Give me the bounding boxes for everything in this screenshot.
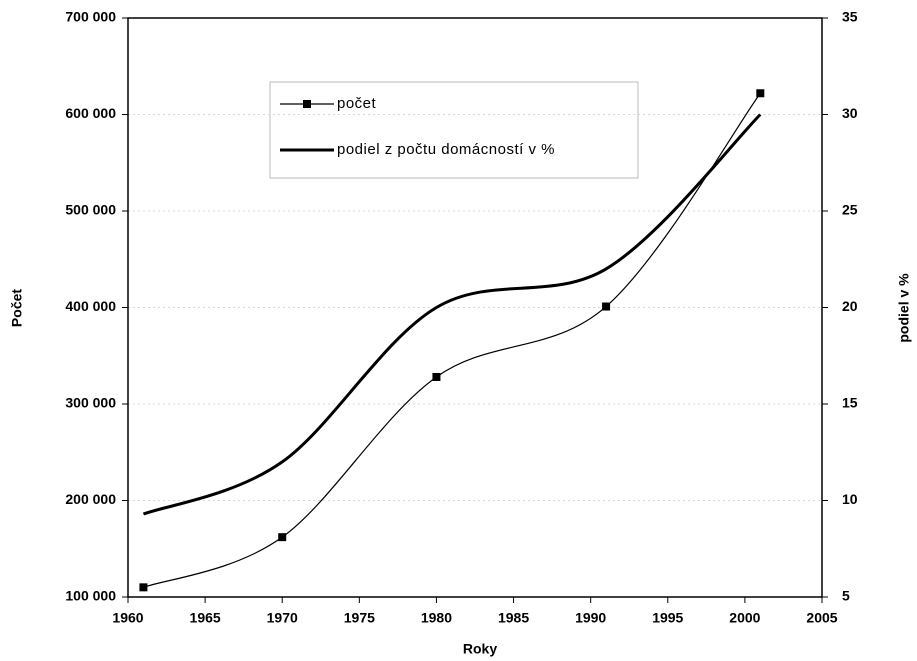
x-tick-label: 1975 xyxy=(344,610,375,626)
legend-label: počet xyxy=(337,95,377,112)
legend-label: podiel z počtu domácností v % xyxy=(337,141,555,158)
x-tick-label: 2005 xyxy=(806,610,837,626)
x-tick-label: 1995 xyxy=(652,610,683,626)
x-tick-label: 1990 xyxy=(575,610,606,626)
series-line xyxy=(142,113,762,516)
plot-frame xyxy=(127,17,823,598)
x-tick-label: 1965 xyxy=(190,610,221,626)
y2-axis-title: podiel v % xyxy=(896,273,912,343)
y-tick-label: 600 000 xyxy=(65,105,116,121)
y2-tick-label: 30 xyxy=(842,105,858,121)
y-tick-label: 300 000 xyxy=(65,395,116,411)
point-marker xyxy=(278,533,287,542)
y2-tick-label: 10 xyxy=(842,491,858,507)
y2-tick-label: 15 xyxy=(842,395,858,411)
y-tick-label: 200 000 xyxy=(65,491,116,507)
y-tick-label: 100 000 xyxy=(65,588,116,604)
point-marker xyxy=(139,583,148,592)
legend-marker xyxy=(303,100,311,108)
legend-box xyxy=(269,81,639,179)
y-axis-title: Počet xyxy=(9,289,25,327)
x-tick-label: 1960 xyxy=(112,610,143,626)
y-tick-label: 500 000 xyxy=(65,202,116,218)
x-tick-label: 2000 xyxy=(729,610,760,626)
x-axis-title: Roky xyxy=(463,641,497,657)
y2-tick-label: 5 xyxy=(842,588,850,604)
point-marker xyxy=(602,302,611,311)
y2-tick-label: 35 xyxy=(842,9,858,25)
point-marker xyxy=(432,372,441,381)
x-tick-label: 1970 xyxy=(267,610,298,626)
y2-tick-label: 25 xyxy=(842,202,858,218)
y-tick-label: 700 000 xyxy=(65,9,116,25)
x-tick-label: 1985 xyxy=(498,610,529,626)
y2-tick-label: 20 xyxy=(842,298,858,314)
y-tick-label: 400 000 xyxy=(65,298,116,314)
point-marker xyxy=(756,89,765,98)
x-tick-label: 1980 xyxy=(421,610,452,626)
series-line xyxy=(143,92,761,588)
